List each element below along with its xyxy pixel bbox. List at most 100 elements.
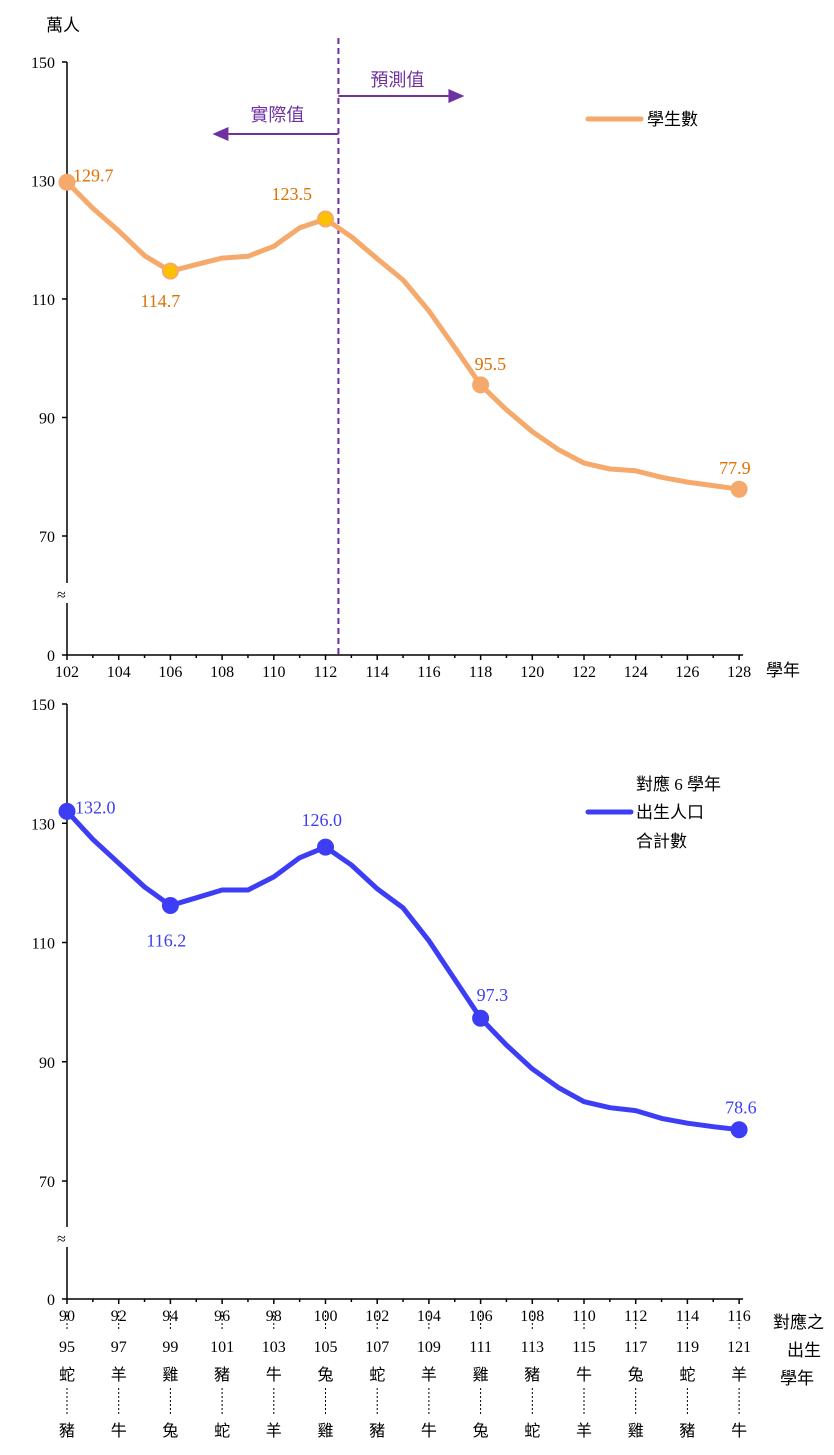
x-tick-label: 110: [262, 664, 285, 681]
axis-break-mark: ≈: [57, 587, 66, 604]
birth-year-start-label: 109: [417, 1339, 441, 1356]
birth-year-start-label: 97: [111, 1339, 127, 1356]
birth-year-start-label: 95: [59, 1339, 75, 1356]
birth-year-start-zodiac: 蛇: [679, 1366, 695, 1384]
birth-year-end-zodiac: 蛇: [524, 1422, 540, 1440]
x-tick-label: 126: [675, 664, 699, 681]
x-tick-label: 108: [210, 664, 234, 681]
birth-year-start-label: 107: [365, 1339, 389, 1356]
series-line: [64, 179, 742, 492]
x-tick-label: 114: [365, 664, 388, 681]
svg-text:學年: 學年: [780, 1369, 814, 1388]
birth-year-end-zodiac: 雞: [317, 1422, 333, 1440]
birth-year-start-label: 99: [162, 1339, 178, 1356]
birth-year-end-zodiac: 雞: [628, 1422, 644, 1440]
data-point-label: 97.3: [477, 985, 509, 1005]
y-tick-label: 0: [47, 648, 55, 665]
data-point-label: 123.5: [272, 184, 313, 204]
x-tick-label: 122: [572, 664, 596, 681]
x-tick-label: 120: [520, 664, 544, 681]
data-point-label: 132.0: [75, 797, 116, 817]
birth-year-start-zodiac: 雞: [162, 1366, 178, 1384]
actual-label: 實際值: [250, 105, 304, 125]
actual-arrowhead: [212, 127, 229, 141]
legend-label-students: 學生數: [647, 110, 698, 129]
data-point-label: 78.6: [725, 1098, 757, 1118]
x-tick-label: 106: [158, 664, 182, 681]
data-point-label: 95.5: [475, 354, 507, 374]
y-tick-label: 130: [31, 174, 55, 191]
birth-year-start-zodiac: 羊: [421, 1366, 437, 1384]
y-tick-label: 150: [31, 697, 55, 714]
y-tick-label: 110: [32, 292, 55, 309]
birth-year-end-zodiac: 牛: [421, 1422, 437, 1440]
data-point-marker: [58, 173, 76, 191]
birth-year-end-zodiac: 羊: [266, 1422, 282, 1440]
birth-year-start-label: 119: [676, 1339, 699, 1356]
birth-year-start-label: 117: [624, 1339, 647, 1356]
data-point-marker: [472, 376, 490, 394]
data-point-marker: [472, 1009, 490, 1027]
x-tick-label: 104: [107, 664, 131, 681]
birth-year-start-label: 111: [469, 1339, 492, 1356]
birth-year-start-zodiac: 蛇: [369, 1366, 385, 1384]
legend-label-births-line-1: 對應 6 學年: [636, 774, 721, 794]
x-tick-label: 112: [314, 664, 337, 681]
birth-year-start-zodiac: 豬: [214, 1366, 230, 1384]
legend-label-births-line-3: 合計數: [636, 832, 687, 851]
y-tick-label: 0: [47, 1292, 55, 1309]
birth-year-end-zodiac: 牛: [111, 1422, 127, 1440]
projected-label: 預測值: [370, 70, 424, 90]
birth-year-start-label: 115: [572, 1339, 595, 1356]
data-point-marker: [58, 802, 76, 820]
birth-year-start-zodiac: 豬: [524, 1366, 540, 1384]
birth-year-start-label: 121: [727, 1339, 751, 1356]
data-point-marker: [317, 210, 334, 228]
svg-text:出生: 出生: [787, 1341, 821, 1360]
axis-break-mark: ≈: [57, 1231, 66, 1248]
data-point-label: 77.9: [719, 458, 751, 478]
x-tick-label: 116: [417, 664, 440, 681]
birth-year-start-zodiac: 兔: [628, 1366, 644, 1384]
x-axis-unit-label: 對應之 出生 學年: [773, 1312, 824, 1388]
data-point-label: 126.0: [302, 810, 343, 830]
birth-year-start-zodiac: 牛: [266, 1366, 282, 1384]
data-point-label: 129.7: [73, 165, 114, 185]
data-point-marker: [317, 838, 334, 856]
legend-label-births-line-2: 出生人口: [636, 803, 704, 822]
birth-year-start-zodiac: 蛇: [59, 1366, 75, 1384]
x-tick-label: 118: [469, 664, 492, 681]
birth-year-end-zodiac: 牛: [731, 1422, 747, 1440]
data-point-marker: [161, 897, 179, 915]
svg-text:對應之: 對應之: [773, 1312, 824, 1332]
birth-year-start-zodiac: 牛: [576, 1366, 592, 1384]
birth-year-end-zodiac: 蛇: [214, 1422, 230, 1440]
projected-arrowhead: [448, 89, 465, 103]
legend: 對應 6 學年 出生人口 合計數: [585, 774, 721, 851]
birth-year-start-label: 113: [521, 1339, 544, 1356]
y-tick-label: 70: [39, 1174, 55, 1191]
birth-year-end-zodiac: 兔: [162, 1422, 178, 1440]
birth-year-start-label: 103: [262, 1339, 286, 1356]
birth-year-start-zodiac: 羊: [731, 1366, 747, 1384]
birth-year-start-zodiac: 羊: [111, 1366, 127, 1384]
birth-year-start-zodiac: 雞: [473, 1366, 489, 1384]
birth-year-end-zodiac: 兔: [473, 1422, 489, 1440]
data-point-marker: [161, 262, 179, 280]
birth-year-end-zodiac: 羊: [576, 1422, 592, 1440]
y-tick-label: 70: [39, 529, 55, 546]
legend: 學生數: [585, 110, 698, 129]
x-axis-unit-label: 學年: [766, 661, 800, 680]
y-tick-label: 90: [39, 1055, 55, 1072]
y-tick-label: 150: [31, 55, 55, 72]
data-point-label: 114.7: [140, 291, 180, 311]
birth-year-start-label: 105: [314, 1339, 338, 1356]
y-tick-label: 130: [31, 816, 55, 833]
y-tick-label: 90: [39, 411, 55, 428]
x-tick-label: 128: [727, 664, 751, 681]
birth-year-end-zodiac: 豬: [59, 1422, 75, 1440]
birth-year-start-zodiac: 兔: [317, 1366, 333, 1384]
